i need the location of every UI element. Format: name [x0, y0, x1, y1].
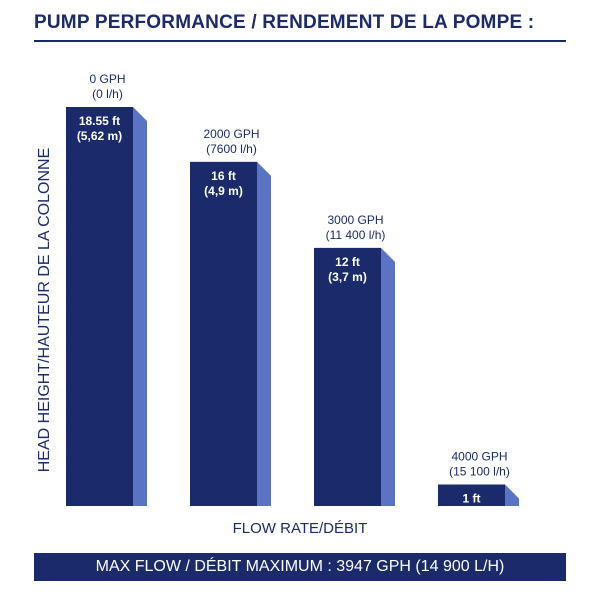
bar-4 [438, 484, 505, 506]
x-axis-label: FLOW RATE/DÉBIT [232, 520, 368, 537]
bar-value-label-3: 12 ft [335, 255, 360, 269]
chart-title: PUMP PERFORMANCE / RENDEMENT DE LA POMPE… [34, 12, 535, 33]
bar-value-sublabel-2: (4,9 m) [204, 184, 243, 198]
bar-value-label-1: 18.55 ft [79, 114, 120, 128]
category-sublabel-4: (15 100 l/h) [449, 464, 510, 478]
bar-value-label-4: 1 ft [463, 491, 481, 505]
category-label-2: 2000 GPH [203, 127, 259, 141]
bar-value-sublabel-1: (5,62 m) [77, 129, 122, 143]
category-label-3: 3000 GPH [327, 213, 383, 227]
category-label-1: 0 GPH [89, 72, 125, 86]
bar-side-3 [381, 247, 395, 507]
category-sublabel-2: (7600 l/h) [206, 142, 257, 156]
bar-side-2 [257, 161, 271, 506]
bar-1 [66, 107, 133, 506]
bar-side-4 [505, 484, 519, 506]
bar-value-label-2: 16 ft [211, 169, 236, 183]
bar-value-sublabel-4: (0,3 m) [452, 506, 491, 520]
category-label-4: 4000 GPH [451, 449, 507, 463]
bar-3 [314, 247, 381, 507]
max-flow-banner: MAX FLOW / DÉBIT MAXIMUM : 3947 GPH (14 … [34, 553, 566, 581]
bar-2 [190, 161, 257, 506]
bar-side-1 [133, 107, 147, 506]
category-sublabel-3: (11 400 l/h) [326, 228, 386, 242]
category-sublabel-1: (0 l/h) [92, 87, 123, 101]
bar-value-sublabel-3: (3,7 m) [328, 270, 367, 284]
title-divider [34, 40, 566, 42]
